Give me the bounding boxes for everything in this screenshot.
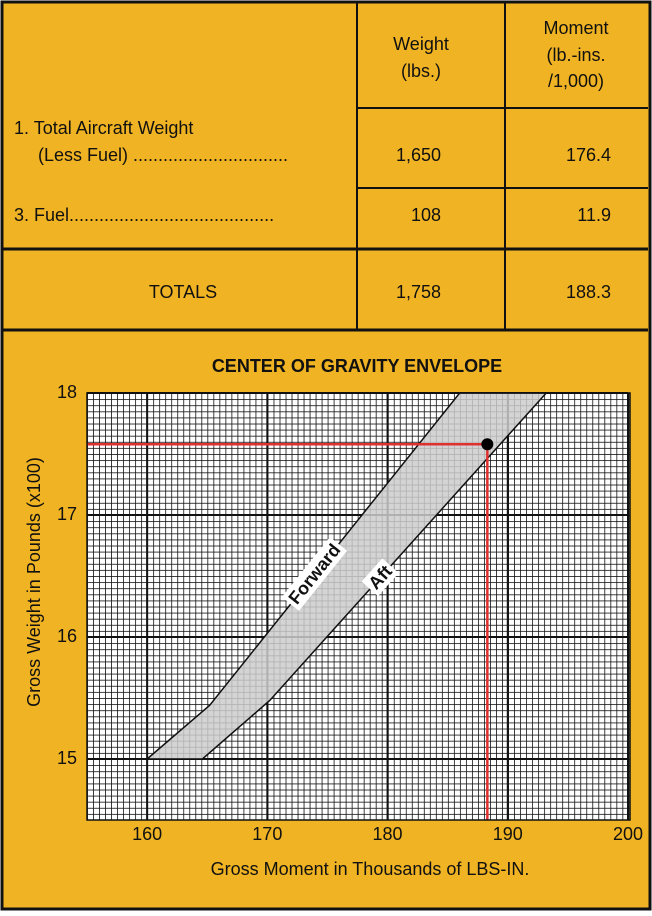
column-header: (lbs.) [401, 61, 441, 81]
chart-title: CENTER OF GRAVITY ENVELOPE [212, 356, 502, 376]
edge-label-box [281, 537, 348, 611]
column-header: Moment [543, 18, 608, 38]
cell-value: 11.9 [577, 205, 611, 225]
cell-value: 176.4 [566, 145, 611, 165]
y-tick-label: 16 [57, 626, 77, 646]
edge-label-box [361, 558, 399, 597]
row-label: 1. Total Aircraft Weight [14, 118, 193, 138]
column-header: Weight [393, 34, 449, 54]
x-tick-label: 170 [252, 824, 282, 844]
y-tick-label: 17 [57, 504, 77, 524]
row-label: (Less Fuel) ............................… [38, 145, 288, 165]
cell-value: 108 [411, 205, 441, 225]
row-label: TOTALS [149, 282, 217, 302]
x-tick-label: 200 [613, 824, 643, 844]
column-header: /1,000) [548, 71, 604, 91]
table-lines [3, 3, 648, 332]
y-axis-label: Gross Weight in Pounds (x100) [24, 457, 44, 707]
y-tick-label: 18 [57, 382, 77, 402]
row-label: 3. Fuel.................................… [14, 205, 274, 225]
x-tick-label: 160 [132, 824, 162, 844]
x-axis-label: Gross Moment in Thousands of LBS-IN. [211, 859, 530, 879]
cg-point [481, 438, 494, 451]
cell-value: 188.3 [566, 282, 611, 302]
column-header: (lb.-ins. [546, 45, 605, 65]
plot-frame [86, 392, 631, 821]
x-tick-label: 190 [493, 824, 523, 844]
cell-value: 1,650 [396, 145, 441, 165]
y-tick-label: 15 [57, 748, 77, 768]
x-tick-label: 180 [373, 824, 403, 844]
cell-value: 1,758 [396, 282, 441, 302]
